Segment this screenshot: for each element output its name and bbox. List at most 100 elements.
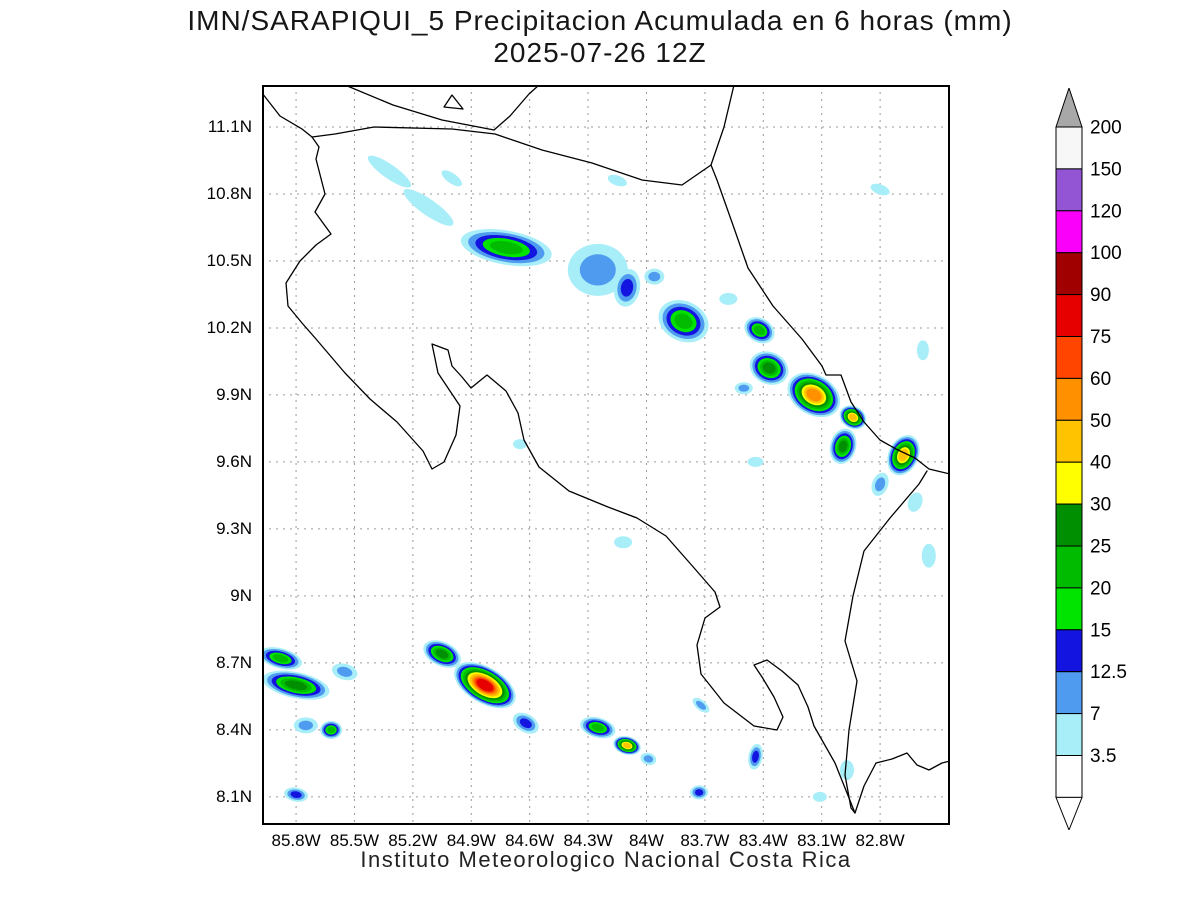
y-tick-label: 9.3N bbox=[216, 518, 252, 538]
colorbar-cell bbox=[1055, 377, 1083, 421]
precip-cell bbox=[838, 440, 848, 453]
x-tick-label: 85.2W bbox=[388, 831, 438, 850]
precip-cell bbox=[337, 666, 353, 677]
x-tick-label: 83.7W bbox=[680, 831, 730, 850]
colorbar-cell bbox=[1055, 336, 1083, 379]
institution-caption: Instituto Meteorologico Nacional Costa R… bbox=[360, 847, 852, 872]
x-tick-label: 84.3W bbox=[563, 831, 613, 850]
precip-cell bbox=[489, 240, 523, 255]
map-plot-area bbox=[262, 85, 950, 825]
precip-cell bbox=[620, 278, 634, 297]
coastline-pacific bbox=[262, 92, 950, 814]
y-tick-label: 8.7N bbox=[216, 652, 252, 672]
colorbar-cell bbox=[1055, 503, 1083, 547]
colorbar-label: 7 bbox=[1090, 704, 1101, 725]
precip-cell bbox=[747, 456, 764, 467]
precip-cell bbox=[719, 292, 738, 305]
map-canvas bbox=[262, 85, 950, 825]
precipitation-shading-layer bbox=[262, 155, 936, 802]
border-nicaragua-sanjuan-river bbox=[311, 126, 712, 186]
precip-cell bbox=[367, 155, 412, 188]
precip-cell bbox=[272, 654, 289, 663]
precip-cell bbox=[298, 720, 313, 731]
precip-cell bbox=[752, 750, 759, 763]
precip-cell bbox=[290, 791, 302, 798]
x-tick-label: 84.6W bbox=[505, 831, 555, 850]
colorbar-cell bbox=[1055, 126, 1083, 170]
precip-cell bbox=[898, 449, 909, 462]
colorbar-label: 150 bbox=[1090, 159, 1122, 180]
x-tick-label: 83.4W bbox=[738, 831, 788, 850]
x-tick-label: 84.9W bbox=[446, 831, 496, 850]
lake-nicaragua-shore bbox=[344, 85, 540, 131]
precip-cell bbox=[848, 413, 857, 421]
precip-cell bbox=[403, 188, 454, 226]
colorbar-label: 40 bbox=[1090, 453, 1111, 474]
precip-cell bbox=[870, 183, 890, 196]
precip-cell bbox=[607, 174, 627, 187]
y-tick-label: 9.9N bbox=[216, 384, 252, 404]
colorbar-label: 120 bbox=[1090, 201, 1122, 222]
precip-cell bbox=[694, 789, 704, 796]
precip-cell bbox=[513, 439, 527, 450]
precip-cell bbox=[614, 536, 633, 549]
precip-cell bbox=[674, 313, 693, 329]
colorbar-label: 3.5 bbox=[1090, 746, 1116, 767]
colorbar-label: 12.5 bbox=[1090, 662, 1127, 683]
x-tick-label: 82.8W bbox=[855, 831, 905, 850]
colorbar-cell bbox=[1055, 252, 1083, 296]
precip-cell bbox=[812, 791, 827, 802]
colorbar-canvas: 200 150 120 100 90 75 60 50 40 30 25 20 15 12.5 7 3.5 bbox=[1055, 86, 1127, 832]
precip-cell bbox=[916, 340, 929, 361]
border-panama bbox=[844, 470, 928, 814]
colorbar-label: 25 bbox=[1090, 537, 1111, 558]
colorbar-label: 90 bbox=[1090, 285, 1111, 306]
colorbar-cell bbox=[1055, 755, 1083, 798]
colorbar-label: 200 bbox=[1090, 118, 1122, 139]
precip-cell bbox=[435, 649, 449, 659]
colorbar-cell bbox=[1055, 671, 1083, 715]
lake-island bbox=[443, 94, 464, 110]
colorbar-cell bbox=[1055, 168, 1083, 212]
precip-cell bbox=[591, 723, 605, 732]
precip-cell bbox=[753, 325, 765, 335]
colorbar-cell bbox=[1055, 545, 1083, 589]
x-tick-label: 83.1W bbox=[797, 831, 847, 850]
y-tick-label: 8.1N bbox=[216, 786, 252, 806]
page-title: IMN/SARAPIQUI_5 Precipitacion Acumulada … bbox=[187, 5, 1013, 36]
precip-cell bbox=[921, 543, 936, 568]
plot-frame bbox=[262, 85, 950, 825]
y-tick-label: 8.4N bbox=[216, 719, 252, 739]
colorbar-label: 15 bbox=[1090, 620, 1111, 641]
y-tick-label: 9.6N bbox=[216, 451, 252, 471]
coastline-caribbean bbox=[710, 85, 950, 475]
colorbar-label: 60 bbox=[1090, 369, 1111, 390]
colorbar-label: 50 bbox=[1090, 411, 1111, 432]
y-tick-label: 9N bbox=[230, 585, 252, 605]
colorbar-label: 20 bbox=[1090, 578, 1111, 599]
x-tick-label: 84W bbox=[629, 831, 664, 850]
precip-cell bbox=[762, 362, 776, 374]
colorbar-cell bbox=[1055, 294, 1083, 338]
colorbar-cell bbox=[1055, 713, 1083, 756]
precip-cell bbox=[327, 726, 336, 734]
colorbar-label: 30 bbox=[1090, 495, 1111, 516]
precip-cell bbox=[622, 742, 632, 749]
colorbar-cell bbox=[1055, 461, 1083, 505]
colorbar-label: 100 bbox=[1090, 243, 1122, 264]
precip-cell bbox=[907, 492, 923, 512]
colorbar-legend: 200 150 120 100 90 75 60 50 40 30 25 20 15 12.5 7 3.5 bbox=[1054, 86, 1154, 835]
precip-cell bbox=[441, 170, 463, 187]
y-tick-label: 10.5N bbox=[206, 250, 252, 270]
colorbar-cell bbox=[1055, 629, 1083, 673]
y-tick-label: 10.2N bbox=[206, 317, 252, 337]
x-tick-label: 85.8W bbox=[271, 831, 321, 850]
colorbar-cell bbox=[1055, 210, 1083, 254]
precip-cell bbox=[476, 678, 494, 692]
y-tick-label: 11.1N bbox=[207, 116, 252, 136]
precip-cell bbox=[696, 700, 706, 710]
x-tick-label: 85.5W bbox=[329, 831, 380, 850]
coastline-layer bbox=[262, 85, 950, 814]
precip-cell bbox=[874, 477, 886, 492]
y-tick-label: 10.8N bbox=[206, 183, 252, 203]
